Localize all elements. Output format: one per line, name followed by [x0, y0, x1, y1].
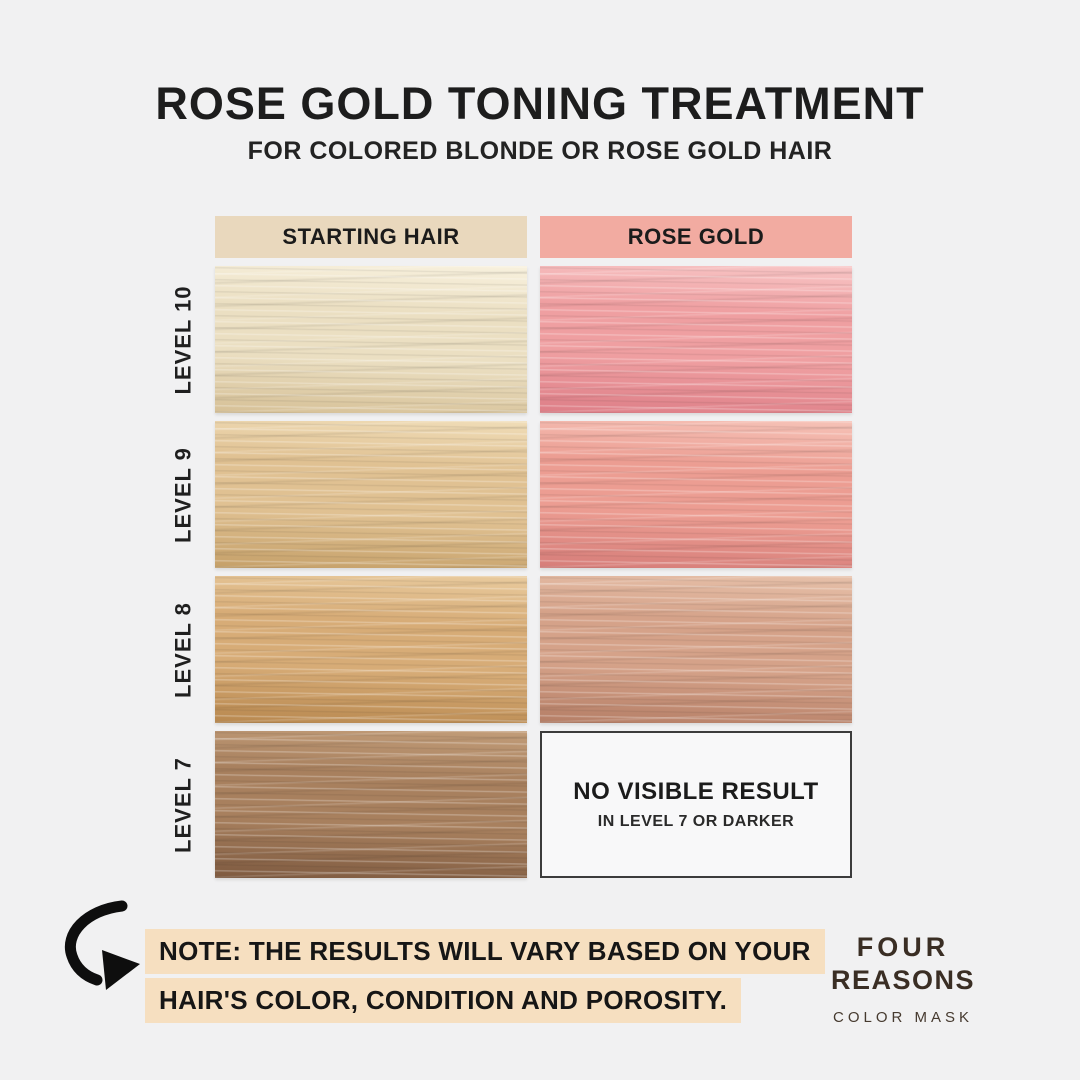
no-result-subtitle: IN LEVEL 7 OR DARKER — [597, 813, 795, 830]
no-visible-result-box: NO VISIBLE RESULT IN LEVEL 7 OR DARKER — [540, 731, 852, 878]
no-result-title: NO VISIBLE RESULT — [573, 778, 819, 805]
swatch-level-8-rose-gold — [540, 576, 852, 723]
row-label-level-9: LEVEL 9 — [170, 447, 196, 543]
note-line-1: NOTE: THE RESULTS WILL VARY BASED ON YOU… — [145, 929, 825, 974]
brand-name-line-2: REASONS — [830, 965, 976, 995]
swatch-level-9-rose-gold — [540, 421, 852, 568]
swatch-level-10-starting — [215, 266, 527, 413]
note-block: NOTE: THE RESULTS WILL VARY BASED ON YOU… — [145, 929, 825, 1027]
swatch-level-8-starting — [215, 576, 527, 723]
swatch-level-10-rose-gold — [540, 266, 852, 413]
swatch-level-7-starting — [215, 731, 527, 878]
brand-logo: FOUR REASONS COLOR MASK — [818, 932, 988, 1026]
comparison-table: STARTING HAIR ROSE GOLD NO VISIBLE RESUL… — [215, 216, 852, 878]
brand-name-line-1: FOUR — [856, 932, 950, 962]
column-header-starting-hair: STARTING HAIR — [215, 216, 527, 258]
row-label-level-8: LEVEL 8 — [170, 602, 196, 698]
swatch-level-9-starting — [215, 421, 527, 568]
row-label-level-10: LEVEL 10 — [170, 285, 196, 395]
curved-arrow-icon — [56, 900, 144, 1000]
page-subtitle: FOR COLORED BLONDE OR ROSE GOLD HAIR — [247, 137, 833, 165]
note-line-2: HAIR'S COLOR, CONDITION AND POROSITY. — [145, 978, 742, 1023]
column-header-rose-gold: ROSE GOLD — [540, 216, 852, 258]
brand-product-line: COLOR MASK — [832, 1009, 974, 1026]
row-label-level-7: LEVEL 7 — [170, 757, 196, 853]
page-title: ROSE GOLD TONING TREATMENT — [155, 78, 925, 129]
